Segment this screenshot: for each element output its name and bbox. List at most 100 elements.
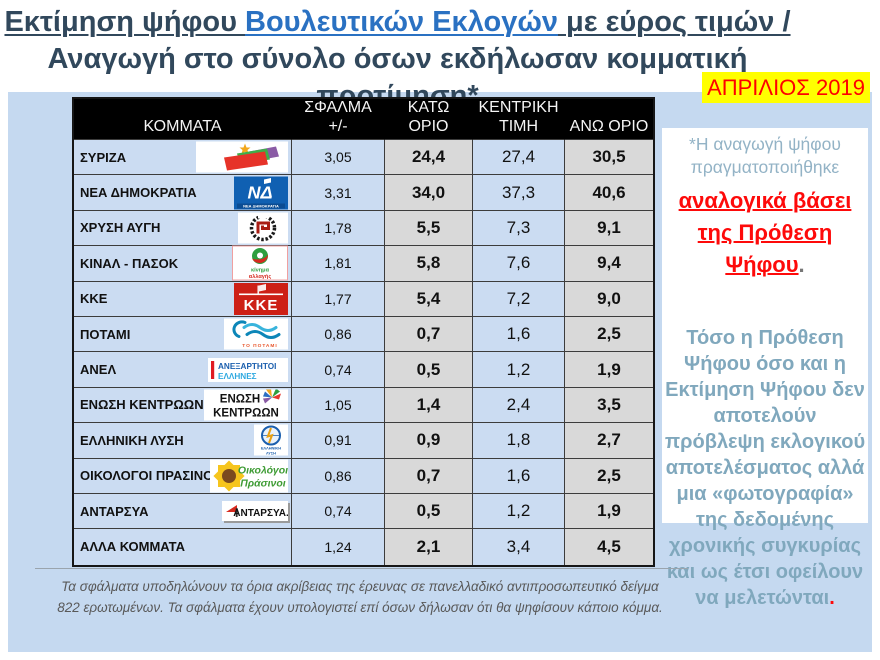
mid-cell: 1,8 [473, 423, 565, 459]
table-row-party: ΕΝΩΣΗ ΚΕΝΤΡΩΩΝ ΕΝΩΣΗ ΚΕΝΤΡΩΩΝ [74, 387, 292, 424]
title-suffix: με εύρος τιμών / [557, 6, 791, 38]
mid-cell: 3,4 [473, 529, 565, 565]
svg-text:ΤΟ ΠΟΤΑΜΙ: ΤΟ ΠΟΤΑΜΙ [242, 343, 277, 349]
low-cell: 0,7 [385, 316, 473, 353]
mid-cell: 7,2 [473, 281, 565, 317]
svg-text:Οικολόγοι: Οικολόγοι [238, 464, 288, 476]
high-cell: 4,5 [565, 529, 653, 565]
high-cell: 9,1 [565, 210, 653, 247]
mid-cell: 1,2 [473, 352, 565, 388]
low-cell: 2,1 [385, 529, 473, 565]
error-cell: 1,81 [292, 246, 385, 282]
error-cell: 0,74 [292, 493, 385, 530]
elliniki-lysi-compass-icon: ΕΛΛΗΝΙΚΗ ΛΥΣΗ [254, 424, 288, 456]
kinima-allagis-icon: κίνημα αλλαγής [232, 245, 288, 281]
page-title: Εκτίμηση ψήφου Βουλευτικών Εκλογών με εύ… [0, 4, 795, 115]
nea-dimokratia-icon: ΝΔ ΝΕΑ ΔΗΜΟΚΡΑΤΙΑ [234, 176, 288, 210]
oikologoi-prasinoi-sunflower-icon: Οικολόγοι Πράσινοι [210, 459, 288, 493]
svg-text:αλλαγής: αλλαγής [249, 274, 272, 280]
svg-text:ΛΥΣΗ: ΛΥΣΗ [266, 451, 276, 456]
error-cell: 0,74 [292, 352, 385, 388]
title-line-1: Εκτίμηση ψήφου Βουλευτικών Εκλογών με εύ… [0, 4, 795, 41]
mid-cell: 1,6 [473, 316, 565, 353]
table-row-party: ΧΡΥΣΗ ΑΥΓΗ [74, 210, 292, 247]
table-row-party: ΑΝΤΑΡΣΥΑ ΑΝΤΑΡΣΥΑ. [74, 493, 292, 530]
low-cell: 5,5 [385, 210, 473, 247]
sidebar-red-note: αναλογικά βάσει της Πρόθεση Ψήφου. [678, 188, 852, 277]
low-cell: 24,4 [385, 140, 473, 176]
low-cell: 1,4 [385, 387, 473, 424]
error-cell: 0,91 [292, 423, 385, 459]
poll-results-table: ΚΟΜΜΑΤΑ ΣΦΑΛΜΑ +/- ΚΑΤΩ ΟΡΙΟ ΚΕΝΤΡΙΚΗ ΤΙΜΗ … [72, 97, 655, 567]
low-cell: 0,5 [385, 352, 473, 388]
error-cell: 3,05 [292, 140, 385, 176]
error-cell: 1,78 [292, 210, 385, 247]
table-row-party: ΚΚΕ ΚΚΕ [74, 281, 292, 317]
sidebar-note-box [662, 128, 868, 523]
low-cell: 0,5 [385, 493, 473, 530]
table-row-party: ΚΙΝΑΛ - ΠΑΣΟΚ κίνημα αλλαγής [74, 245, 292, 282]
error-cell: 0,86 [292, 316, 385, 353]
mid-cell: 7,3 [473, 210, 565, 247]
high-cell: 40,6 [565, 175, 653, 211]
high-cell: 30,5 [565, 140, 653, 176]
sidebar-paragraph: Τόσο η Πρόθεση Ψήφου όσο και η Εκτίμηση … [664, 327, 866, 609]
svg-text:ΚΚΕ: ΚΚΕ [244, 297, 279, 314]
table-row-party: ΟΙΚΟΛΟΓΟΙ ΠΡΑΣΙΝΟΙ Οικολόγοι Πράσινοι [74, 458, 292, 494]
mid-cell: 7,6 [473, 246, 565, 282]
high-cell: 1,9 [565, 352, 653, 388]
error-cell: 0,86 [292, 458, 385, 494]
footnote-divider [35, 568, 688, 569]
high-cell: 9,0 [565, 281, 653, 317]
antarsya-flag-icon: ΑΝΤΑΡΣΥΑ. [222, 501, 288, 522]
chrysi-avgi-wreath-icon [238, 212, 288, 244]
title-line-2: Αναγωγή στο σύνολο όσων εκδήλωσαν κομματ… [47, 43, 748, 75]
svg-text:ΕΛΛΗΝΙΚΗ: ΕΛΛΗΝΙΚΗ [261, 446, 281, 451]
error-cell: 1,24 [292, 529, 385, 565]
table-row-party: ΣΥΡΙΖΑ [74, 140, 292, 176]
sidebar-note: *Η αναγωγή ψήφου πραγματοποιήθηκε [689, 134, 841, 177]
low-cell: 5,4 [385, 281, 473, 317]
high-cell: 2,7 [565, 423, 653, 459]
high-cell: 2,5 [565, 316, 653, 353]
svg-text:ΕΝΩΣΗ: ΕΝΩΣΗ [220, 393, 260, 405]
title-prefix: Εκτίμηση ψήφου [4, 6, 246, 38]
anexartitoi-ellines-icon: ΑΝΕΞΑΡΤΗΤΟΙ ΕΛΛΗΝΕΣ [208, 357, 288, 382]
error-cell: 1,77 [292, 281, 385, 317]
mid-cell: 1,2 [473, 493, 565, 530]
high-cell: 9,4 [565, 246, 653, 282]
svg-text:ΑΝΕΞΑΡΤΗΤΟΙ: ΑΝΕΞΑΡΤΗΤΟΙ [218, 362, 276, 371]
header-high: ΑΝΩ ΟΡΙΟ [565, 99, 653, 140]
header-low: ΚΑΤΩ ΟΡΙΟ [385, 99, 473, 140]
table-row-party: ΑΝΕΛ ΑΝΕΞΑΡΤΗΤΟΙ ΕΛΛΗΝΕΣ [74, 352, 292, 388]
high-cell: 2,5 [565, 458, 653, 494]
svg-text:ΚΕΝΤΡΩΩΝ: ΚΕΝΤΡΩΩΝ [213, 407, 279, 419]
table-row-party: ΕΛΛΗΝΙΚΗ ΛΥΣΗ ΕΛΛΗΝΙΚΗ ΛΥΣΗ [74, 423, 292, 459]
mid-cell: 1,6 [473, 458, 565, 494]
error-cell: 1,05 [292, 387, 385, 424]
svg-text:κίνημα: κίνημα [251, 268, 270, 274]
svg-text:ΑΝΤΑΡΣΥΑ.: ΑΝΤΑΡΣΥΑ. [233, 508, 288, 519]
svg-text:ΝΔ: ΝΔ [247, 182, 272, 202]
syriza-flags-icon [196, 141, 288, 173]
low-cell: 0,9 [385, 423, 473, 459]
table-row-party: ΠΟΤΑΜΙ ΤΟ ΠΟΤΑΜΙ [74, 316, 292, 353]
to-potami-waves-icon: ΤΟ ΠΟΤΑΜΙ [224, 318, 288, 350]
low-cell: 5,8 [385, 246, 473, 282]
kke-flag-icon: ΚΚΕ [234, 282, 288, 315]
date-badge: ΑΠΡΙΛΙΟΣ 2019 [702, 72, 870, 103]
enosi-kentroon-pinwheel-icon: ΕΝΩΣΗ ΚΕΝΤΡΩΩΝ [204, 389, 288, 421]
high-cell: 3,5 [565, 387, 653, 424]
header-error: ΣΦΑΛΜΑ +/- [292, 99, 385, 140]
table-row-party: ΑΛΛΑ ΚΟΜΜΑΤΑ [74, 529, 292, 565]
mid-cell: 37,3 [473, 175, 565, 211]
error-cell: 3,31 [292, 175, 385, 211]
table-row-party: ΝΕΑ ΔΗΜΟΚΡΑΤΙΑ ΝΔ ΝΕΑ ΔΗΜΟΚΡΑΤΙΑ [74, 175, 292, 211]
mid-cell: 27,4 [473, 140, 565, 176]
svg-text:ΝΕΑ ΔΗΜΟΚΡΑΤΙΑ: ΝΕΑ ΔΗΜΟΚΡΑΤΙΑ [243, 203, 279, 208]
header-parties: ΚΟΜΜΑΤΑ [74, 99, 292, 140]
title-link[interactable]: Βουλευτικών Εκλογών [245, 6, 558, 38]
svg-text:Πράσινοι: Πράσινοι [240, 477, 286, 489]
svg-text:ΕΛΛΗΝΕΣ: ΕΛΛΗΝΕΣ [218, 372, 257, 381]
